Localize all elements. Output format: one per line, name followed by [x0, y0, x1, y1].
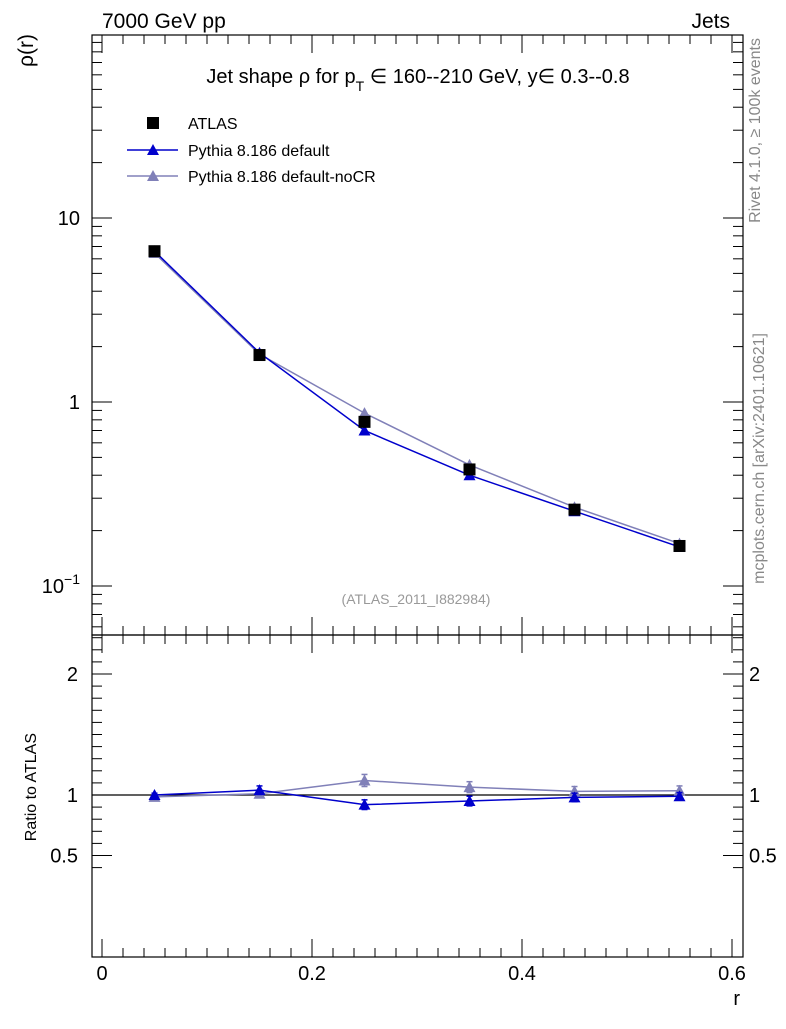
chart-title-pre: Jet shape ρ for p: [206, 66, 355, 88]
atlas-data-point: [568, 503, 581, 516]
ratio-y-tick-label-left: 1: [67, 785, 78, 807]
series-point: [358, 407, 371, 419]
atlas-data-point: [358, 415, 371, 428]
ratio-series-line: [154, 789, 680, 806]
x-tick-label: 0: [96, 963, 107, 985]
legend-label: Pythia 8.186 default-noCR: [188, 169, 376, 186]
atlas-data-point: [148, 245, 161, 258]
ratio-point: [253, 784, 266, 796]
chart-title: Jet shape ρ for pT ∈ 160--210 GeV, y∈ 0.…: [206, 66, 629, 94]
header-left: 7000 GeV pp: [102, 10, 226, 33]
legend-marker: [147, 170, 159, 181]
x-axis-label: r: [733, 988, 740, 1010]
ratio-point: [673, 790, 686, 802]
main-axis-ticks: 10 1 10−1: [42, 35, 743, 635]
ratio-point: [568, 791, 581, 803]
y-tick-label: 10: [58, 208, 80, 230]
mcplots-side-text: mcplots.cern.ch [arXiv:2401.10621]: [751, 333, 768, 584]
ratio-y-tick-label-right: 1: [749, 785, 760, 807]
legend-marker: [147, 144, 159, 155]
ratio-point: [463, 795, 476, 807]
header-right: Jets: [691, 10, 730, 33]
ratio-y-tick-label-right: 0.5: [749, 846, 777, 868]
ratio-axis-ticks: 2 2 1 1 0.5 0.5 0 0.2 0.4 0.6: [50, 635, 777, 985]
chart-title-post: ∈ 160--210 GeV, y∈ 0.3--0.8: [364, 66, 629, 88]
main-series-layer: [148, 245, 686, 552]
ratio-y-tick-label-right: 2: [749, 664, 760, 686]
y-tick-label: 10−1: [42, 571, 80, 598]
rivet-side-text: Rivet 4.1.0, ≥ 100k events: [747, 38, 764, 223]
ratio-point: [358, 798, 371, 810]
atlas-data-point: [673, 539, 686, 552]
legend: ATLAS Pythia 8.186 default Pythia 8.186 de…: [127, 116, 376, 186]
legend-label: ATLAS: [188, 116, 238, 133]
ratio-series-layer: [148, 773, 686, 811]
main-ylabel: ρ(r): [15, 34, 38, 67]
series-line: [153, 250, 680, 548]
y-tick-label: 1: [69, 392, 80, 414]
analysis-annotation: (ATLAS_2011_I882984): [342, 591, 491, 607]
x-tick-label: 0.4: [508, 963, 536, 985]
atlas-data-point: [253, 349, 266, 362]
legend-label: Pythia 8.186 default: [188, 143, 330, 160]
ratio-y-tick-label-left: 0.5: [50, 846, 78, 868]
ratio-ylabel: Ratio to ATLAS: [23, 733, 40, 841]
chart-title-sub: T: [356, 78, 365, 94]
series-line: [153, 252, 680, 545]
atlas-data-point: [463, 463, 476, 476]
x-tick-label: 0.6: [718, 963, 746, 985]
legend-marker-atlas: [147, 117, 159, 129]
ratio-series-line: [154, 779, 680, 798]
ratio-point: [358, 774, 371, 786]
series-point: [358, 424, 371, 436]
ratio-y-tick-label-left: 2: [67, 664, 78, 686]
ratio-point: [148, 789, 161, 800]
x-tick-label: 0.2: [298, 963, 326, 985]
ratio-point: [463, 781, 476, 793]
